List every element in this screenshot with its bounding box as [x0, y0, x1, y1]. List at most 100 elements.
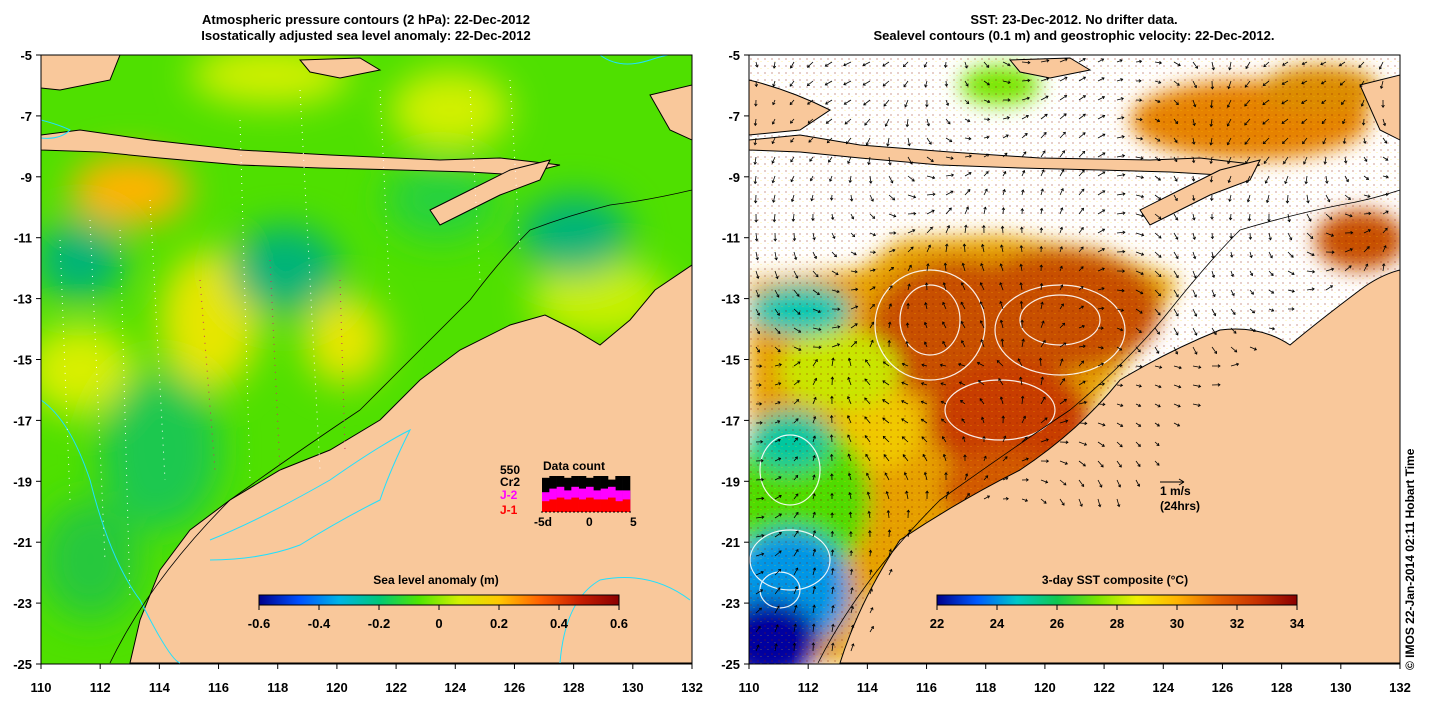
- left-x-tick-label: 116: [208, 680, 229, 695]
- velocity-arrow-head: [984, 188, 988, 192]
- velocity-arrow: [755, 589, 763, 595]
- velocity-arrow-head: [1308, 218, 1312, 222]
- velocity-arrow-head: [929, 226, 933, 230]
- data-count-bar: [571, 497, 579, 512]
- velocity-arrow: [1040, 498, 1047, 504]
- velocity-arrow: [1021, 115, 1029, 120]
- velocity-arrow: [1097, 171, 1106, 177]
- velocity-arrow-head: [862, 82, 866, 86]
- velocity-arrow: [1173, 270, 1179, 278]
- velocity-arrow-head: [1213, 313, 1217, 317]
- velocity-arrow-head: [960, 320, 964, 325]
- velocity-arrow-head: [1212, 294, 1216, 298]
- velocity-arrow: [983, 495, 990, 500]
- velocity-arrow-head: [1192, 217, 1196, 221]
- velocity-arrow-head: [943, 64, 948, 69]
- velocity-arrow: [907, 229, 915, 234]
- velocity-arrow-head: [1211, 255, 1215, 259]
- velocity-arrow-head: [1301, 120, 1305, 124]
- dc-x-label-mid: 0: [586, 515, 593, 529]
- velocity-arrow: [793, 308, 801, 315]
- velocity-arrow: [850, 625, 854, 633]
- velocity-arrow-head: [925, 490, 929, 494]
- velocity-arrow-head: [1268, 237, 1272, 241]
- velocity-arrow-head: [789, 102, 793, 106]
- velocity-arrow-head: [1250, 273, 1254, 277]
- velocity-arrow-head: [882, 399, 886, 403]
- velocity-arrow: [1173, 213, 1178, 221]
- velocity-arrow: [849, 175, 852, 183]
- velocity-arrow: [755, 61, 758, 68]
- velocity-arrow-head: [806, 83, 810, 87]
- velocity-arrow: [921, 364, 928, 367]
- velocity-arrow: [1306, 251, 1315, 256]
- velocity-arrow: [1097, 77, 1105, 82]
- velocity-arrow-head: [960, 282, 965, 286]
- velocity-arrow: [940, 382, 947, 386]
- velocity-arrow: [1154, 289, 1161, 297]
- velocity-arrow: [924, 322, 928, 329]
- velocity-arrow-head: [1101, 443, 1105, 447]
- velocity-arrow: [808, 137, 814, 143]
- velocity-arrow-head: [1342, 121, 1346, 125]
- velocity-arrow-head: [1291, 289, 1295, 293]
- velocity-arrow-head: [811, 218, 815, 222]
- sla-field: [41, 55, 670, 620]
- velocity-arrow-head: [795, 567, 799, 571]
- velocity-arrow: [1059, 479, 1067, 486]
- velocity-arrow-head: [795, 530, 799, 534]
- velocity-arrow-head: [1385, 192, 1389, 197]
- velocity-arrow-head: [892, 197, 896, 201]
- velocity-arrow: [1135, 384, 1142, 387]
- velocity-arrow-head: [1341, 101, 1345, 105]
- velocity-arrow-head: [967, 119, 971, 123]
- velocity-arrow-head: [1117, 484, 1122, 488]
- velocity-arrow-head: [1080, 305, 1084, 309]
- velocity-arrow-head: [1338, 63, 1342, 67]
- velocity-arrow-head: [968, 154, 973, 158]
- velocity-arrow: [1211, 232, 1213, 239]
- velocity-arrow-head: [1195, 65, 1198, 69]
- velocity-arrow: [831, 586, 834, 595]
- velocity-arrow: [1227, 99, 1232, 108]
- velocity-arrow-head: [949, 139, 953, 143]
- velocity-arrow: [1040, 377, 1044, 386]
- velocity-arrow-head: [986, 135, 990, 140]
- velocity-arrow-head: [1004, 456, 1008, 460]
- velocity-arrow-head: [1101, 306, 1105, 311]
- velocity-arrow-head: [1175, 351, 1179, 355]
- velocity-arrow-head: [1177, 63, 1181, 67]
- velocity-arrow: [825, 61, 833, 67]
- velocity-arrow-head: [1158, 254, 1162, 258]
- velocity-arrow: [793, 493, 799, 500]
- velocity-arrow-head: [1023, 151, 1027, 155]
- velocity-arrow: [960, 321, 966, 329]
- velocity-arrow-head: [1040, 301, 1044, 305]
- right-map[interactable]: [720, 55, 1405, 680]
- velocity-arrow: [844, 99, 852, 105]
- velocity-arrow-head: [865, 359, 869, 363]
- velocity-arrow: [1301, 99, 1308, 104]
- left-map[interactable]: [25, 45, 692, 664]
- velocity-arrow-head: [808, 139, 812, 143]
- sla-colorbar-tick: -0.4: [308, 616, 331, 631]
- left-title-line2: Isostatically adjusted sea level anomaly…: [201, 28, 531, 43]
- left-y-tick-label: -11: [14, 231, 32, 246]
- velocity-arrow-head: [756, 644, 760, 648]
- velocity-arrow-head: [759, 421, 763, 425]
- velocity-arrow: [942, 302, 947, 310]
- velocity-arrow-head: [775, 624, 779, 628]
- velocity-arrow: [964, 118, 970, 122]
- velocity-arrow-head: [1226, 104, 1231, 108]
- velocity-arrow: [755, 497, 764, 500]
- velocity-arrow: [812, 397, 817, 405]
- velocity-arrow-head: [1046, 459, 1050, 463]
- velocity-arrow: [1135, 251, 1144, 256]
- velocity-arrow: [1116, 212, 1125, 215]
- velocity-arrow: [887, 137, 890, 146]
- velocity-arrow-head: [1081, 169, 1085, 173]
- velocity-arrow-head: [759, 402, 763, 406]
- velocity-arrow-head: [850, 624, 855, 628]
- velocity-arrow-head: [906, 302, 910, 306]
- velocity-arrow-head: [1228, 198, 1232, 202]
